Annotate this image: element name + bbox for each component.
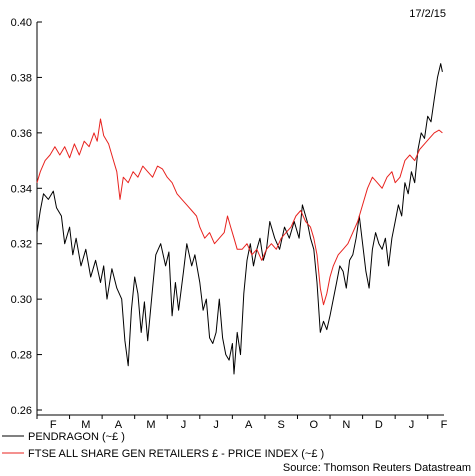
x-tick-label: J: [181, 419, 187, 431]
x-tick-label: N: [342, 419, 350, 431]
y-tick-label: 0.40: [11, 17, 32, 29]
y-tick-label: 0.26: [11, 405, 32, 417]
x-tick-label: M: [81, 419, 90, 431]
series-line-ftse: [36, 118, 443, 306]
y-tick-label: 0.28: [11, 350, 32, 362]
y-tick-label: 0.38: [11, 72, 32, 84]
x-tick-label: A: [115, 419, 123, 431]
legend-label-ftse: FTSE ALL SHARE GEN RETAILERS £ - PRICE I…: [28, 448, 324, 460]
y-axis-ticks: 0.26 0.28 0.30 0.32 0.34 0.36 0.38 0.40: [11, 17, 42, 417]
x-tick-label: S: [278, 419, 285, 431]
y-tick-label: 0.30: [11, 294, 32, 306]
legend: PENDRAGON (~£ ) FTSE ALL SHARE GEN RETAI…: [2, 431, 324, 460]
date-label: 17/2/15: [409, 8, 446, 20]
x-tick-label: A: [245, 419, 253, 431]
y-tick-label: 0.36: [11, 128, 32, 140]
x-tick-label: J: [409, 419, 415, 431]
x-tick-label: D: [375, 419, 383, 431]
x-tick-label: M: [146, 419, 155, 431]
x-tick-label: O: [309, 419, 318, 431]
x-tick-label: F: [441, 419, 448, 431]
y-tick-label: 0.34: [11, 183, 32, 195]
legend-label-pendragon: PENDRAGON (~£ ): [28, 431, 125, 443]
source-label: Source: Thomson Reuters Datastream: [283, 462, 471, 474]
series-lines: [36, 63, 443, 375]
series-line-pendragon: [36, 63, 443, 375]
x-tick-label: J: [213, 419, 219, 431]
y-tick-label: 0.32: [11, 239, 32, 251]
x-tick-label: F: [50, 419, 57, 431]
